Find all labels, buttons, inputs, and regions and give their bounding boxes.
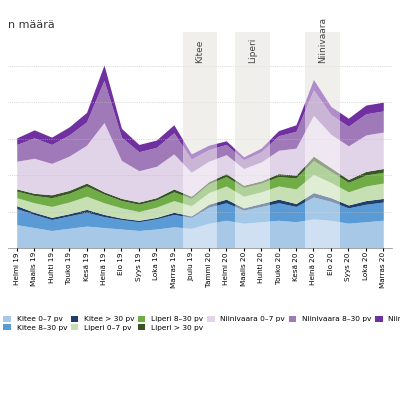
Legend: Kitee 0–7 pv, Kitee 8–30 pv, Kitee > 30 pv, Liperi 0–7 pv, Liperi 8–30 pv, Liper: Kitee 0–7 pv, Kitee 8–30 pv, Kitee > 30 … xyxy=(0,313,400,334)
Bar xyxy=(305,32,340,248)
Text: n määrä: n määrä xyxy=(8,20,55,30)
Bar xyxy=(182,32,218,248)
Text: Niinivaara: Niinivaara xyxy=(318,17,327,63)
Bar xyxy=(235,32,270,248)
Text: Kitee: Kitee xyxy=(196,40,204,63)
Text: Liperi: Liperi xyxy=(248,38,257,63)
Bar xyxy=(305,32,340,248)
Bar xyxy=(182,32,218,248)
Bar xyxy=(235,32,270,248)
